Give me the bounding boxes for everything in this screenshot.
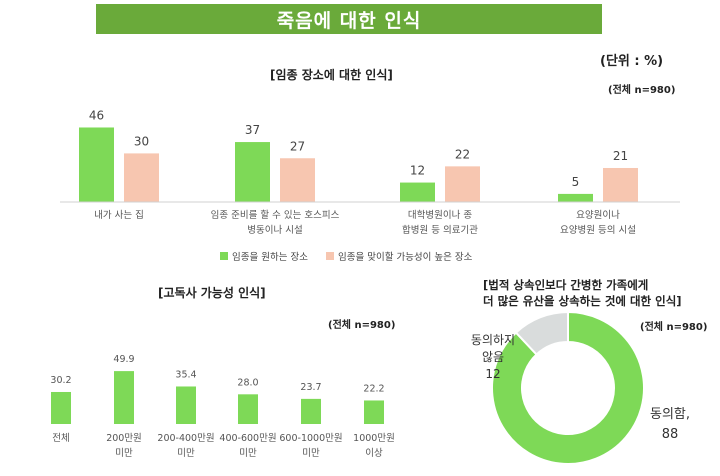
- chart1-bar: [79, 127, 114, 202]
- chart2-bar: [364, 400, 384, 424]
- chart2-bar: [238, 394, 258, 424]
- donut-slice-agree: [491, 310, 645, 465]
- legend-swatch-peach: [325, 252, 334, 260]
- chart2-sample-note: (전체 n=980): [328, 320, 396, 331]
- chart3-title-line-2: 더 많은 유산을 상속하는 것에 대한 인식]: [483, 294, 682, 308]
- chart2-bar: [176, 386, 196, 424]
- chart1-value-label: 37: [245, 123, 260, 137]
- chart2-value-label: 49.9: [113, 354, 134, 365]
- chart3-title-line-1: [법적 상속인보다 간병한 가족에게: [483, 278, 649, 292]
- legend-swatch-green: [220, 252, 228, 260]
- chart3-sample-note: (전체 n=980): [640, 322, 708, 333]
- chart2-category-label: 미만: [302, 448, 320, 459]
- chart2-value-label: 30.2: [50, 375, 71, 386]
- chart1-category-label: 합병원 등 의료기관: [402, 225, 478, 236]
- chart1-value-label: 46: [89, 108, 104, 122]
- chart1-category-label: 요양원이나: [576, 210, 620, 221]
- chart2-value-label: 28.0: [237, 377, 258, 388]
- chart1-bar: [400, 182, 435, 202]
- chart1-sample-note: (전체 n=980): [608, 85, 676, 96]
- chart2-value-label: 23.7: [300, 382, 321, 393]
- legend-item-likely: 임종을 맞이할 가능성이 높은 장소: [325, 249, 473, 263]
- chart2-category-label: 이상: [365, 448, 383, 459]
- chart1-category-label: 요양병원 등의 시설: [560, 225, 636, 236]
- chart1-category-label: 내가 사는 집: [94, 209, 144, 221]
- chart2-category-label: 미만: [177, 448, 195, 459]
- legend-item-desired: 임종을 원하는 장소: [220, 249, 308, 263]
- chart2-value-label: 35.4: [175, 369, 196, 380]
- chart2-bar: [51, 391, 71, 424]
- chart1-category-label: 대학병원이나 종: [408, 210, 472, 221]
- chart2-category-label: 전체: [52, 433, 69, 444]
- chart1-category-label: 병동이나 시설: [247, 225, 302, 236]
- chart3-title: [법적 상속인보다 간병한 가족에게 더 많은 유산을 상속하는 것에 대한 인…: [483, 277, 713, 309]
- donut-label-agree: 88: [662, 427, 679, 442]
- chart2-bar: [301, 398, 321, 424]
- chart1-value-label: 5: [572, 175, 580, 189]
- unit-label: (단위 : %): [600, 54, 664, 69]
- chart1-title: [임종 장소에 대한 인식]: [270, 68, 393, 82]
- chart2-category-label: 미만: [239, 448, 257, 459]
- chart2-category-label: 200만원: [106, 433, 142, 444]
- donut-label-agree: 동의함,: [650, 407, 690, 422]
- chart1-bar: [603, 167, 638, 202]
- chart2-category-label: 600-1000만원: [279, 433, 342, 444]
- chart2-title: [고독사 가능성 인식]: [158, 286, 266, 300]
- page-banner-title: 죽음에 대한 인식: [96, 4, 602, 34]
- chart1-category-label: 임종 준비를 할 수 있는 호스피스: [211, 209, 340, 221]
- chart1-bar: [445, 166, 480, 202]
- chart1-bar: [280, 158, 315, 202]
- donut-label-disagree: 동의하지: [471, 333, 515, 347]
- chart2-category-label: 미만: [115, 448, 133, 459]
- chart1-value-label: 21: [613, 149, 628, 163]
- chart1-value-label: 12: [410, 164, 425, 178]
- chart2-value-label: 22.2: [363, 383, 384, 394]
- donut-label-disagree: 12: [485, 367, 500, 381]
- chart1-legend: 임종을 원하는 장소 임종을 맞이할 가능성이 높은 장소: [220, 249, 472, 263]
- chart1-bar: [124, 153, 159, 202]
- chart1-value-label: 22: [455, 147, 470, 161]
- chart1-bar: [235, 142, 270, 202]
- legend-label-likely: 임종을 맞이할 가능성이 높은 장소: [337, 252, 473, 263]
- chart2-category-label: 1000만원: [353, 433, 395, 444]
- chart2-bar: [114, 371, 134, 424]
- donut-label-disagree: 않음: [482, 350, 504, 364]
- chart2-category-label: 200-400만원: [157, 433, 214, 444]
- chart1-bar: [558, 193, 593, 202]
- chart2-category-label: 400-600만원: [219, 433, 276, 444]
- chart1-value-label: 27: [290, 139, 305, 153]
- legend-label-desired: 임종을 원하는 장소: [232, 252, 308, 263]
- chart1-value-label: 30: [134, 134, 149, 148]
- donut-slice-disagree: [514, 310, 569, 356]
